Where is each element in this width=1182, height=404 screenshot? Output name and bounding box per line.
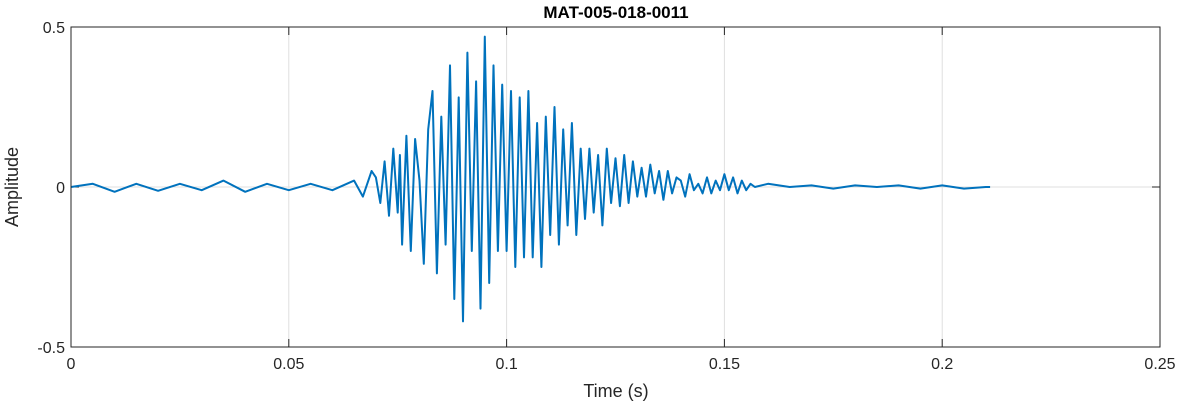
amplitude-series-line [70, 35, 991, 323]
x-tick-label: 0.05 [273, 356, 304, 373]
y-tick-label: 0 [56, 180, 65, 197]
plot-frame [70, 26, 1161, 348]
x-tick-label: 0.1 [495, 356, 517, 373]
y-axis-label: Amplitude [2, 147, 22, 227]
x-tick-label: 0.25 [1144, 356, 1175, 373]
x-tick-label: 0 [67, 356, 76, 373]
y-tick-label: -0.5 [37, 340, 65, 357]
x-axis-label: Time (s) [583, 381, 648, 401]
x-tick-label: 0.2 [931, 356, 953, 373]
y-tick-labels: -0.5 0 0.5 [37, 20, 65, 357]
x-tick-label: 0.15 [709, 356, 740, 373]
y-tick-label: 0.5 [43, 20, 65, 37]
x-tick-labels: 0 0.05 0.1 0.15 0.2 0.25 [67, 356, 1176, 373]
chart-title: MAT-005-018-0011 [543, 3, 688, 22]
